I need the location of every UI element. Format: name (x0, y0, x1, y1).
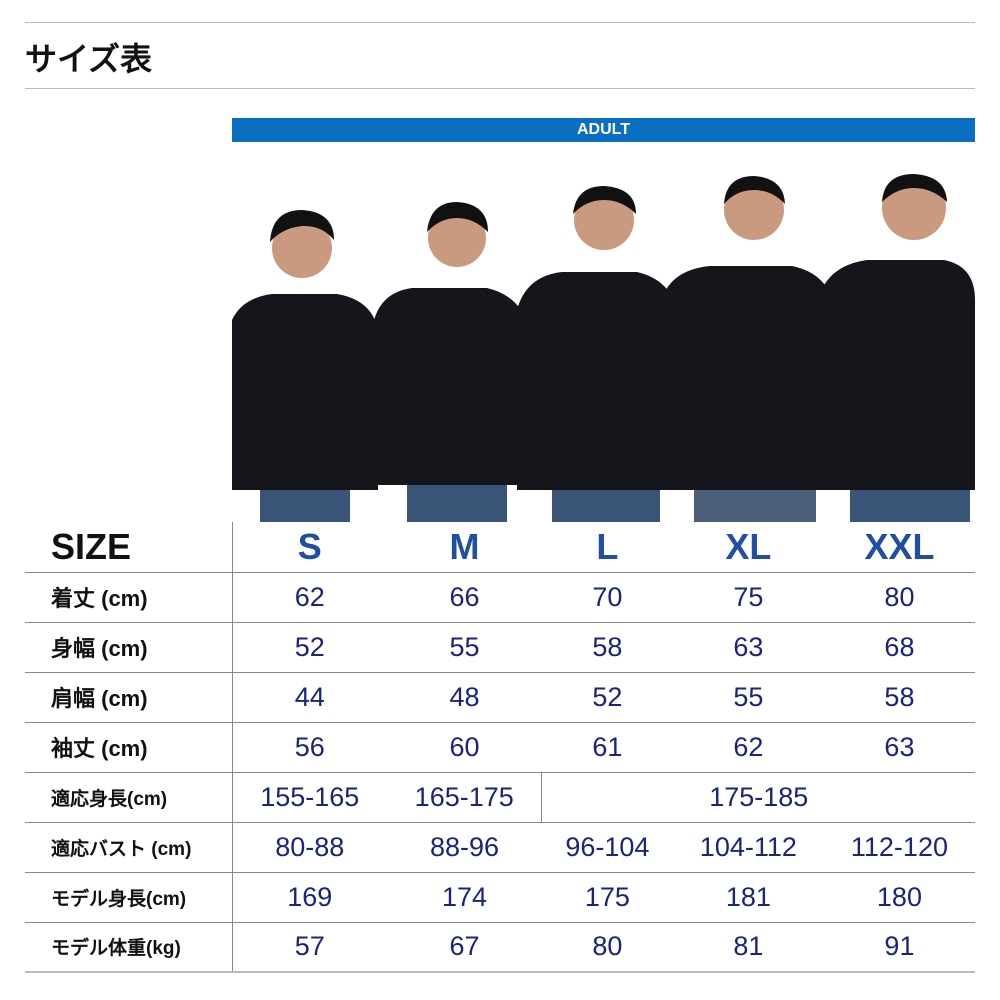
models-photo (232, 174, 975, 522)
cell: 48 (386, 672, 542, 723)
cell: 67 (386, 922, 542, 973)
cell: 63 (823, 722, 975, 773)
table-row: 適応バスト (cm) 80-88 88-96 96-104 104-112 11… (25, 822, 975, 873)
size-table: SIZE S M L XL XXL 着丈 (cm) 62 66 70 75 80… (25, 522, 975, 973)
cell: 62 (672, 722, 824, 773)
row-label: モデル体重(kg) (25, 922, 233, 973)
table-row: 袖丈 (cm) 56 60 61 62 63 (25, 722, 975, 773)
row-label: 着丈 (cm) (25, 572, 233, 623)
cell: 56 (232, 722, 387, 773)
cell: 81 (672, 922, 824, 973)
cell: 70 (541, 572, 673, 623)
page-title: サイズ表 (25, 40, 153, 78)
size-label: SIZE (25, 522, 233, 573)
model-xl (660, 176, 834, 522)
row-label: 適応バスト (cm) (25, 822, 233, 873)
cell: 68 (823, 622, 975, 673)
table-row: 身幅 (cm) 52 55 58 63 68 (25, 622, 975, 673)
cell: 104-112 (672, 822, 824, 873)
cell: 63 (672, 622, 824, 673)
cell: 180 (823, 872, 975, 923)
model-l (517, 186, 678, 522)
size-s: S (232, 522, 387, 573)
cell: 155-165 (232, 772, 387, 823)
title-divider (25, 88, 975, 89)
cell: 112-120 (823, 822, 975, 873)
cell: 55 (386, 622, 542, 673)
cell: 96-104 (541, 822, 673, 873)
cell: 80-88 (232, 822, 387, 873)
cell: 75 (672, 572, 824, 623)
table-row: モデル体重(kg) 57 67 80 81 91 (25, 922, 975, 973)
cell: 174 (386, 872, 542, 923)
cell-merged: 175-185 (541, 772, 975, 823)
row-label: 袖丈 (cm) (25, 722, 233, 773)
cell: 52 (541, 672, 673, 723)
cell: 169 (232, 872, 387, 923)
cell: 66 (386, 572, 542, 623)
table-row: 適応身長(cm) 155-165 165-175 175-185 (25, 772, 975, 823)
model-xxl (817, 174, 975, 522)
row-label: 肩幅 (cm) (25, 672, 233, 723)
cell: 58 (541, 622, 673, 673)
adult-band: ADULT (232, 118, 975, 142)
table-row: モデル身長(cm) 169 174 175 181 180 (25, 872, 975, 923)
size-header-row: SIZE S M L XL XXL (25, 522, 975, 573)
cell: 181 (672, 872, 824, 923)
row-label: 適応身長(cm) (25, 772, 233, 823)
cell: 165-175 (386, 772, 542, 823)
size-l: L (541, 522, 673, 573)
cell: 52 (232, 622, 387, 673)
cell: 60 (386, 722, 542, 773)
cell: 58 (823, 672, 975, 723)
table-row: 着丈 (cm) 62 66 70 75 80 (25, 572, 975, 623)
cell: 44 (232, 672, 387, 723)
row-label: 身幅 (cm) (25, 622, 233, 673)
cell: 55 (672, 672, 824, 723)
size-m: M (386, 522, 542, 573)
model-m (374, 202, 527, 522)
table-row: 肩幅 (cm) 44 48 52 55 58 (25, 672, 975, 723)
cell: 80 (541, 922, 673, 973)
model-s (232, 210, 378, 522)
cell: 57 (232, 922, 387, 973)
cell: 175 (541, 872, 673, 923)
size-xl: XL (672, 522, 824, 573)
size-xxl: XXL (823, 522, 975, 573)
top-divider (25, 22, 975, 23)
cell: 62 (232, 572, 387, 623)
cell: 88-96 (386, 822, 542, 873)
cell: 91 (823, 922, 975, 973)
cell: 80 (823, 572, 975, 623)
cell: 61 (541, 722, 673, 773)
row-label: モデル身長(cm) (25, 872, 233, 923)
